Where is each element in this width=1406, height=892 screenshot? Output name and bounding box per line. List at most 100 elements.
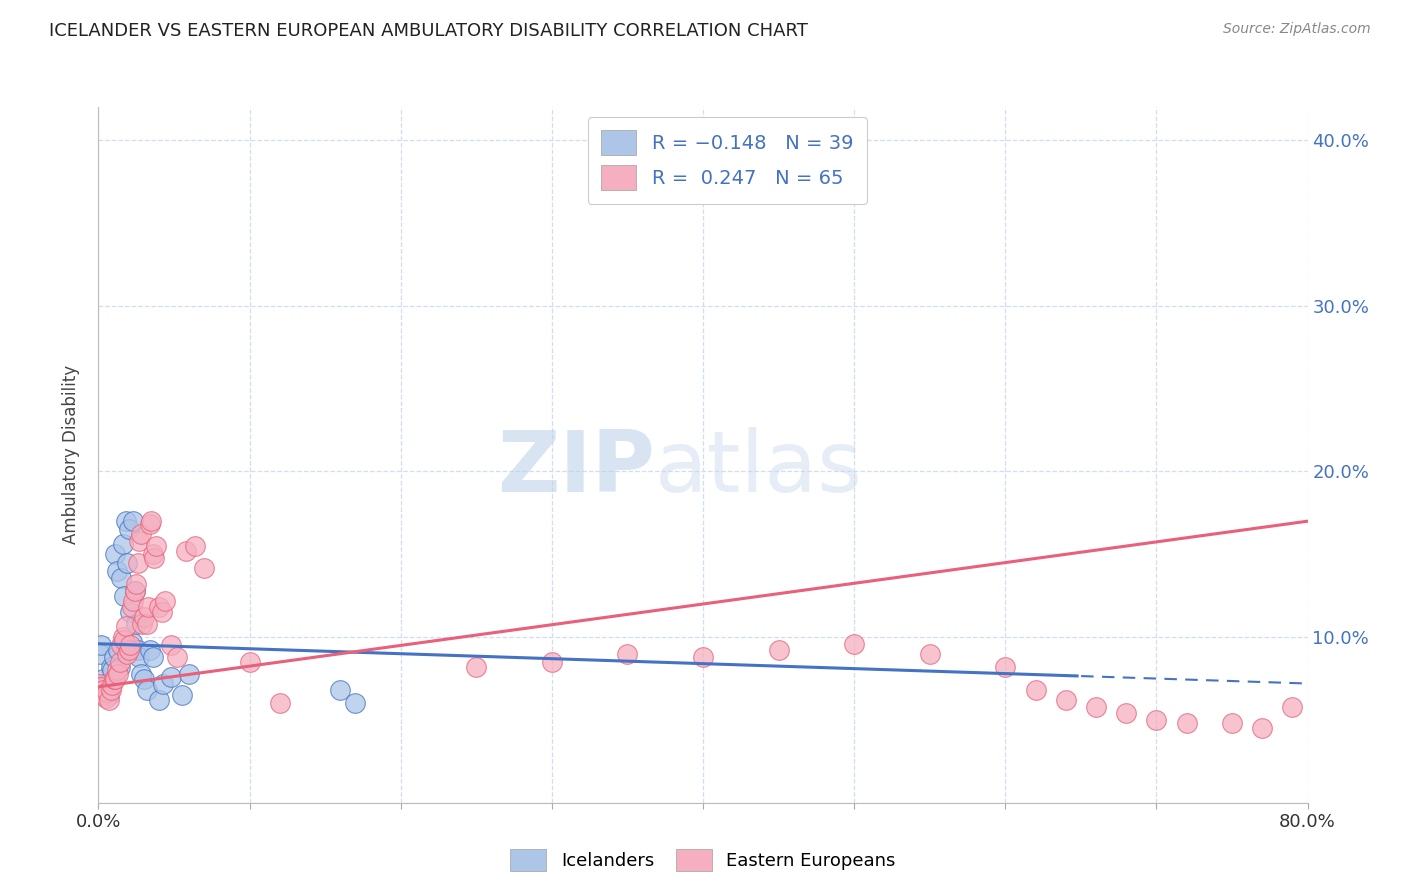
Point <box>129 666 152 681</box>
Point <box>150 605 173 619</box>
Point <box>145 539 167 553</box>
Point <box>104 672 127 686</box>
Point <box>108 660 131 674</box>
Point <box>115 556 138 570</box>
Point <box>148 693 170 707</box>
Point <box>142 547 165 561</box>
Point <box>98 688 121 702</box>
Point <box>121 635 143 649</box>
Point <box>329 683 352 698</box>
Point <box>105 663 128 677</box>
Point <box>111 630 134 644</box>
Point <box>115 647 138 661</box>
Point <box>101 678 124 692</box>
Point <box>132 672 155 686</box>
Text: Source: ZipAtlas.com: Source: ZipAtlas.com <box>1223 22 1371 37</box>
Point <box>128 650 150 665</box>
Point <box>120 605 142 619</box>
Point <box>93 688 115 702</box>
Point <box>96 685 118 699</box>
Point <box>91 672 114 686</box>
Point <box>90 680 112 694</box>
Point <box>135 683 157 698</box>
Point <box>124 583 146 598</box>
Point <box>465 660 488 674</box>
Point <box>94 676 117 690</box>
Point <box>107 643 129 657</box>
Point <box>127 643 149 657</box>
Point <box>122 593 145 607</box>
Point <box>1144 713 1167 727</box>
Point <box>184 539 207 553</box>
Point <box>107 666 129 681</box>
Point <box>100 660 122 674</box>
Point <box>1281 699 1303 714</box>
Text: ZIP: ZIP <box>496 427 655 510</box>
Legend: R = −0.148   N = 39, R =  0.247   N = 65: R = −0.148 N = 39, R = 0.247 N = 65 <box>588 117 868 203</box>
Point <box>1251 721 1274 735</box>
Point <box>89 647 111 661</box>
Point <box>103 650 125 665</box>
Point <box>118 643 141 657</box>
Point <box>104 547 127 561</box>
Point <box>139 643 162 657</box>
Point <box>114 618 136 632</box>
Point <box>844 637 866 651</box>
Point <box>132 610 155 624</box>
Point <box>1024 683 1046 698</box>
Point <box>179 666 201 681</box>
Point <box>136 600 159 615</box>
Point <box>96 683 118 698</box>
Point <box>1175 716 1198 731</box>
Point <box>768 643 790 657</box>
Point <box>93 680 115 694</box>
Point <box>148 600 170 615</box>
Point <box>142 650 165 665</box>
Legend: Icelanders, Eastern Europeans: Icelanders, Eastern Europeans <box>503 842 903 879</box>
Point <box>139 517 162 532</box>
Point <box>103 672 125 686</box>
Point <box>121 600 143 615</box>
Point <box>540 655 562 669</box>
Point <box>131 616 153 631</box>
Point <box>94 691 117 706</box>
Point <box>193 560 215 574</box>
Point <box>170 688 193 702</box>
Point <box>128 534 150 549</box>
Point <box>239 655 262 669</box>
Point <box>110 570 132 584</box>
Point <box>1220 716 1243 731</box>
Point <box>269 697 291 711</box>
Point <box>692 650 714 665</box>
Point <box>108 655 131 669</box>
Point <box>166 650 188 665</box>
Point <box>111 537 134 551</box>
Point <box>127 556 149 570</box>
Point <box>110 639 132 653</box>
Point <box>124 583 146 598</box>
Point <box>89 676 111 690</box>
Point <box>1115 706 1137 721</box>
Point <box>112 633 135 648</box>
Text: atlas: atlas <box>655 427 863 510</box>
Point <box>160 639 183 653</box>
Point <box>105 564 128 578</box>
Point <box>152 676 174 690</box>
Point <box>153 593 176 607</box>
Point <box>125 577 148 591</box>
Point <box>125 616 148 631</box>
Point <box>101 663 124 677</box>
Y-axis label: Ambulatory Disability: Ambulatory Disability <box>62 366 80 544</box>
Point <box>994 660 1017 674</box>
Text: ICELANDER VS EASTERN EUROPEAN AMBULATORY DISABILITY CORRELATION CHART: ICELANDER VS EASTERN EUROPEAN AMBULATORY… <box>49 22 808 40</box>
Point <box>90 639 112 653</box>
Point <box>91 683 114 698</box>
Point <box>918 647 941 661</box>
Point <box>1054 693 1077 707</box>
Point <box>135 616 157 631</box>
Point <box>616 647 638 661</box>
Point <box>112 589 135 603</box>
Point <box>129 527 152 541</box>
Point <box>141 514 163 528</box>
Point <box>100 683 122 698</box>
